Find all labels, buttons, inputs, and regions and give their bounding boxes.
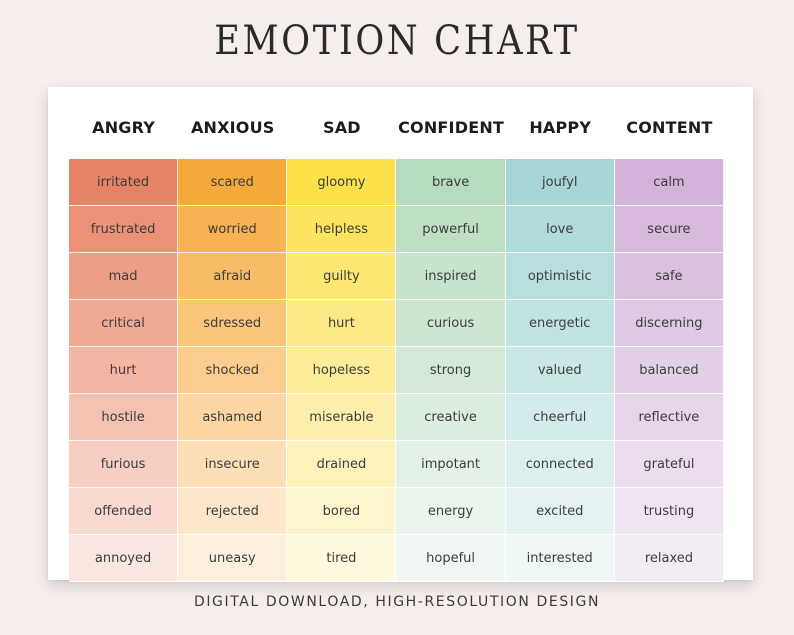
column-header-sad: SAD [323, 117, 361, 137]
emotion-cell: critical [69, 300, 179, 347]
emotion-cell: powerful [396, 206, 506, 253]
emotion-cell: joufyl [505, 159, 615, 206]
emotion-cell: impotant [396, 441, 506, 488]
emotion-cell: shocked [178, 347, 288, 394]
emotion-cell: offended [69, 488, 179, 535]
emotion-cell: tired [287, 535, 397, 582]
emotion-cell: worried [178, 206, 288, 253]
emotion-cell: gloomy [287, 159, 397, 206]
emotion-cell: hopeless [287, 347, 397, 394]
emotion-cell: helpless [287, 206, 397, 253]
emotion-cell: grateful [614, 441, 724, 488]
emotion-cell: insecure [178, 441, 288, 488]
emotion-cell: reflective [614, 394, 724, 441]
emotion-cell: afraid [178, 253, 288, 300]
emotion-cell: relaxed [614, 535, 724, 582]
emotion-cell: scared [178, 159, 288, 206]
emotion-cell: excited [505, 488, 615, 535]
emotion-cell: valued [505, 347, 615, 394]
emotion-cell: optimistic [505, 253, 615, 300]
emotion-cell: discerning [614, 300, 724, 347]
emotion-cell: miserable [287, 394, 397, 441]
column-header-happy: HAPPY [529, 117, 592, 137]
emotion-cell: curious [396, 300, 506, 347]
emotion-cell: hurt [287, 300, 397, 347]
emotion-cell: creative [396, 394, 506, 441]
chart-title: EMOTION CHART [214, 18, 580, 64]
emotion-cell: energetic [505, 300, 615, 347]
emotion-cell: uneasy [178, 535, 288, 582]
emotion-cell: trusting [614, 488, 724, 535]
emotion-cell: calm [614, 159, 724, 206]
emotion-cell: hurt [69, 347, 179, 394]
emotion-cell: inspired [396, 253, 506, 300]
emotion-cell: drained [287, 441, 397, 488]
emotion-cell: energy [396, 488, 506, 535]
emotion-cell: cheerful [505, 394, 615, 441]
emotion-cell: guilty [287, 253, 397, 300]
emotion-cell: safe [614, 253, 724, 300]
column-header-angry: ANGRY [92, 117, 156, 137]
emotion-cell: annoyed [69, 535, 179, 582]
emotion-cell: frustrated [69, 206, 179, 253]
emotion-cell: sdressed [178, 300, 288, 347]
footer-caption: DIGITAL DOWNLOAD, HIGH-RESOLUTION DESIGN [193, 594, 601, 610]
emotion-cell: hostile [69, 394, 179, 441]
emotion-chart-card: ANGRY ANXIOUS SAD CONFIDENT HAPPY CONTENT irri… [48, 87, 753, 582]
emotion-cell: balanced [614, 347, 724, 394]
emotion-cell: bored [287, 488, 397, 535]
column-header-anxious: ANXIOUS [190, 117, 275, 137]
column-header-content: CONTENT [626, 117, 713, 137]
emotion-cell: furious [69, 441, 179, 488]
emotion-cell: strong [396, 347, 506, 394]
emotion-cell: brave [396, 159, 506, 206]
emotion-cell: love [505, 206, 615, 253]
emotion-cell: hopeful [396, 535, 506, 582]
emotion-grid: ANGRY ANXIOUS SAD CONFIDENT HAPPY CONTENT irri… [69, 103, 724, 582]
emotion-cell: irritated [69, 159, 179, 206]
emotion-cell: mad [69, 253, 179, 300]
emotion-cell: secure [614, 206, 724, 253]
column-header-confident: CONFIDENT [398, 117, 505, 137]
emotion-cell: rejected [178, 488, 288, 535]
emotion-cell: connected [505, 441, 615, 488]
emotion-cell: interested [505, 535, 615, 582]
emotion-cell: ashamed [178, 394, 288, 441]
